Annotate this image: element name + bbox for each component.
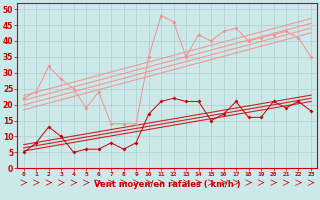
X-axis label: Vent moyen/en rafales ( km/h ): Vent moyen/en rafales ( km/h ) [94,180,241,189]
